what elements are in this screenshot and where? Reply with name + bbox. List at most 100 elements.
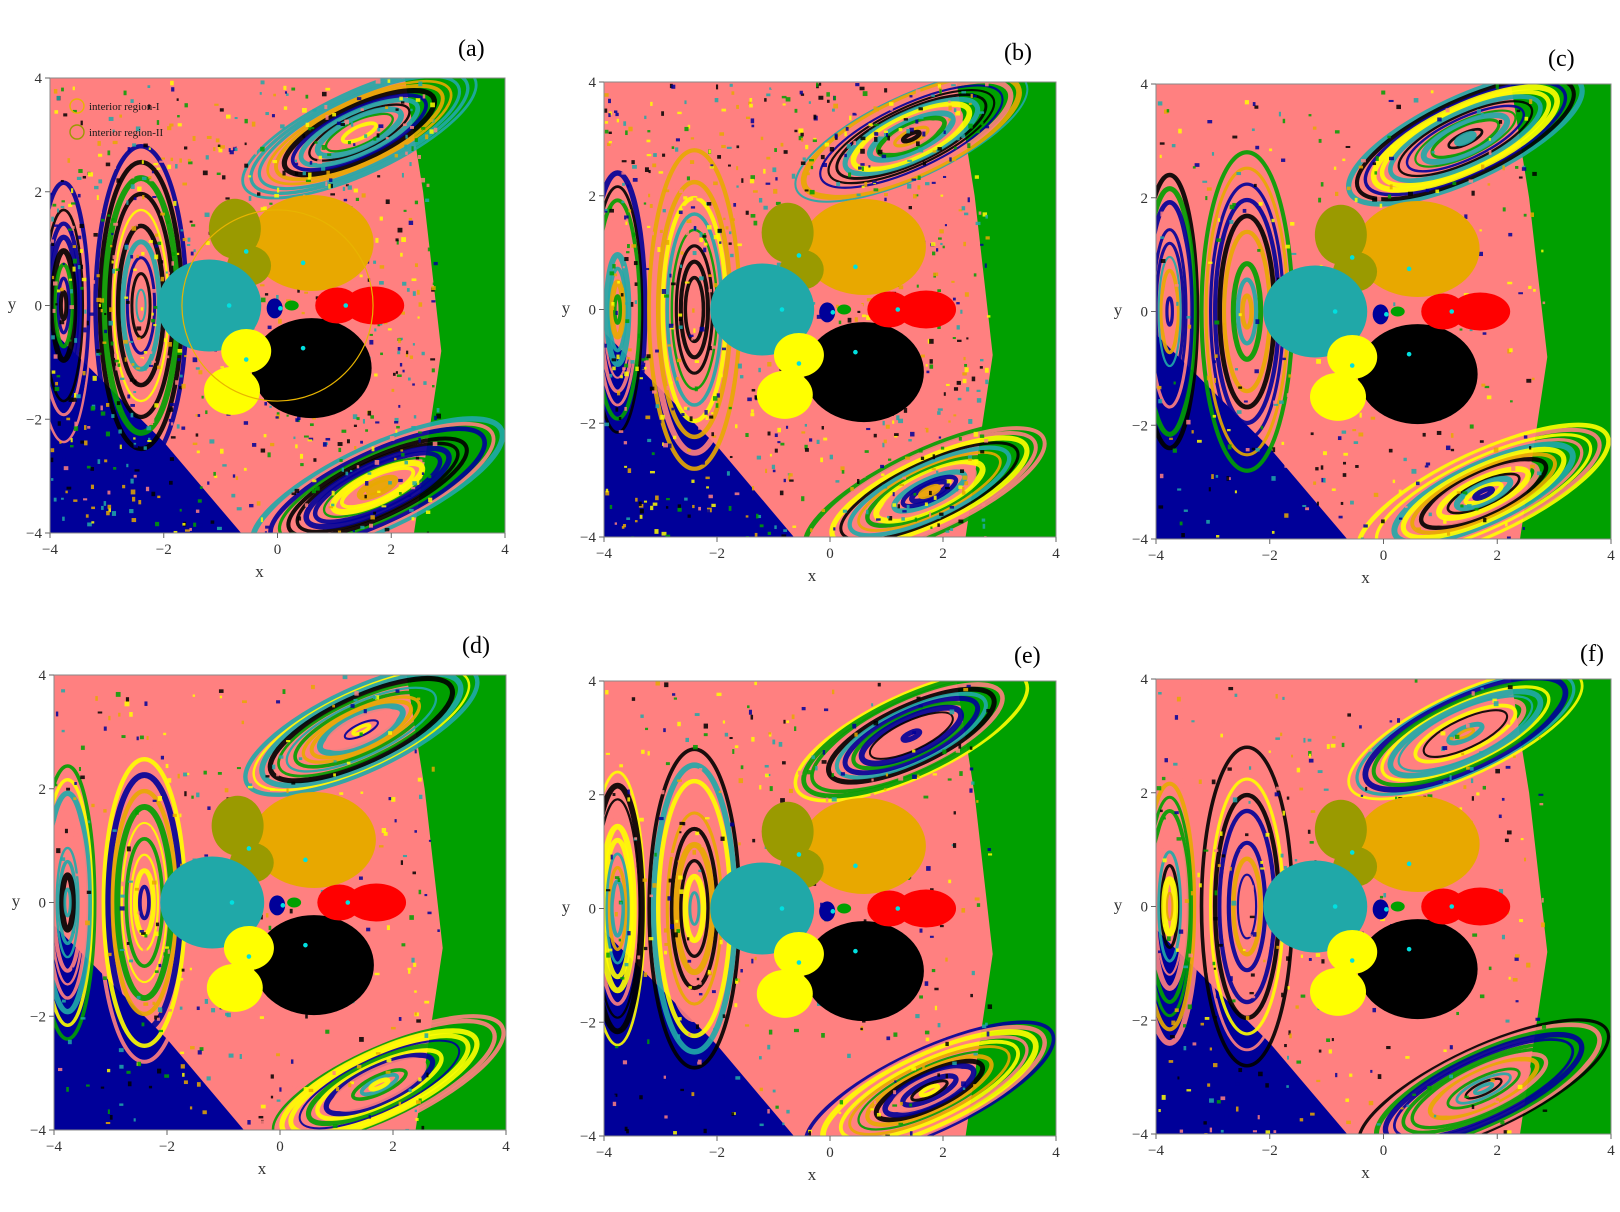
equilibrium-point xyxy=(1384,907,1389,912)
y-tick-label: −2 xyxy=(26,412,42,428)
panel-label: (c) xyxy=(1548,46,1575,72)
swirl-upper-right xyxy=(793,681,1030,803)
equilibrium-point xyxy=(895,307,901,312)
equilibrium-point xyxy=(779,307,785,312)
equilibrium-point xyxy=(796,253,802,258)
basin-panel-d: −4 −2 0 2 4 4 2 0 −2 −4 x y (d) xyxy=(12,633,511,1180)
y-axis-label: y xyxy=(1114,896,1123,915)
y-tick-label: −4 xyxy=(1132,1127,1148,1143)
basin-panel-b: −4 −2 0 2 4 4 2 0 −2 −4 x y (b) xyxy=(562,40,1061,587)
equilibrium-point xyxy=(779,906,785,911)
equilibrium-point xyxy=(1406,351,1412,357)
x-tick-label: 2 xyxy=(389,1139,397,1155)
basin-panel-c: −4 −2 0 2 4 4 2 0 −2 −4 x y (c) xyxy=(1114,46,1616,589)
y-tick-label: 4 xyxy=(39,668,47,684)
x-axis-label: x xyxy=(1361,568,1370,587)
x-tick-label: 4 xyxy=(1607,548,1615,564)
x-tick-label: −4 xyxy=(1148,1143,1164,1159)
y-tick-label: 2 xyxy=(1141,786,1149,802)
equilibrium-point xyxy=(246,846,252,851)
x-tick-label: 0 xyxy=(826,1145,834,1161)
y-tick-label: −4 xyxy=(580,1129,596,1145)
basin-plot: interior region-I interior region-II −4 −2 0… xyxy=(8,36,510,581)
equilibrium-point xyxy=(303,857,308,863)
equilibrium-point xyxy=(226,303,232,308)
y-tick-label: 0 xyxy=(1141,305,1149,321)
swirl-left xyxy=(50,167,93,444)
x-tick-label: 0 xyxy=(826,546,834,562)
equilibrium-point xyxy=(278,306,283,311)
main-basins xyxy=(157,194,405,419)
equilibrium-point xyxy=(796,960,802,965)
y-tick-label: −2 xyxy=(1132,1013,1148,1029)
swirl-upper-right xyxy=(243,675,480,797)
x-tick-label: −2 xyxy=(1262,1143,1278,1159)
equilibrium-point xyxy=(853,863,858,869)
main-basins xyxy=(160,791,407,1016)
y-tick-label: 0 xyxy=(589,902,597,918)
basin-field xyxy=(50,78,505,533)
main-basins xyxy=(710,797,957,1022)
equilibrium-point xyxy=(853,264,858,270)
y-tick-label: 0 xyxy=(589,303,597,319)
equilibrium-point xyxy=(343,303,349,308)
x-axis-label: x xyxy=(808,566,817,585)
swirl-left xyxy=(54,764,97,1041)
x-tick-label: 0 xyxy=(276,1139,284,1155)
x-axis-label: x xyxy=(258,1159,267,1178)
equilibrium-point xyxy=(1349,255,1355,260)
equilibrium-point xyxy=(1349,850,1355,855)
x-axis-label: x xyxy=(1361,1163,1370,1182)
equilibrium-point xyxy=(1349,958,1355,963)
x-tick-label: 2 xyxy=(1494,548,1502,564)
y-tick-label: −2 xyxy=(1132,418,1148,434)
equilibrium-point xyxy=(853,948,858,954)
x-tick-label: 4 xyxy=(1607,1143,1615,1159)
equilibrium-point xyxy=(243,249,249,254)
x-tick-label: −2 xyxy=(709,546,725,562)
x-tick-label: 4 xyxy=(501,542,509,558)
x-tick-label: 0 xyxy=(274,542,282,558)
y-tick-label: 2 xyxy=(589,788,597,804)
equilibrium-point xyxy=(300,345,306,351)
y-tick-label: 2 xyxy=(1141,191,1149,207)
swirl-lower-right xyxy=(803,1020,1056,1136)
basin-panel-e: −4 −2 0 2 4 4 2 0 −2 −4 x y (e) xyxy=(562,643,1061,1186)
x-tick-label: 2 xyxy=(939,546,947,562)
y-tick-label: −2 xyxy=(580,416,596,432)
x-tick-label: 4 xyxy=(1052,546,1060,562)
panel-label: (d) xyxy=(462,633,490,659)
legend-label: interior region-II xyxy=(89,127,164,139)
y-tick-label: −4 xyxy=(580,530,596,546)
swirl-left xyxy=(1156,172,1200,451)
y-tick-label: 0 xyxy=(35,299,43,315)
equilibrium-point xyxy=(830,909,836,914)
basin-field xyxy=(54,675,506,1130)
legend-swatch xyxy=(69,124,85,140)
y-tick-label: 2 xyxy=(35,185,43,201)
y-tick-label: 4 xyxy=(1141,77,1149,93)
swirl-left xyxy=(604,770,646,1047)
basin-field xyxy=(604,681,1056,1136)
x-tick-label: −4 xyxy=(46,1139,62,1155)
x-tick-label: −4 xyxy=(596,1145,612,1161)
y-tick-label: 0 xyxy=(39,896,47,912)
equilibrium-point xyxy=(796,852,802,857)
y-tick-label: −4 xyxy=(1132,532,1148,548)
x-axis-label: x xyxy=(255,562,264,581)
basin-field xyxy=(1156,679,1611,1134)
basin-plot: −4 −2 0 2 4 4 2 0 −2 −4 x y (c) xyxy=(1114,46,1616,587)
equilibrium-point xyxy=(1349,363,1355,368)
swirl-lower-right xyxy=(802,420,1056,537)
basin-field xyxy=(604,82,1056,537)
y-tick-label: −2 xyxy=(580,1015,596,1031)
main-basins xyxy=(710,198,957,423)
panel-label: (a) xyxy=(458,36,485,62)
legend-label: interior region-I xyxy=(89,101,160,113)
basin-panel-a: interior region-I interior region-II −4 −2 0… xyxy=(8,36,510,583)
y-tick-label: −4 xyxy=(30,1123,46,1139)
equilibrium-point xyxy=(345,900,351,905)
panel-label: (e) xyxy=(1014,643,1041,669)
panel-label: (b) xyxy=(1004,40,1032,66)
y-tick-label: 2 xyxy=(589,189,597,205)
